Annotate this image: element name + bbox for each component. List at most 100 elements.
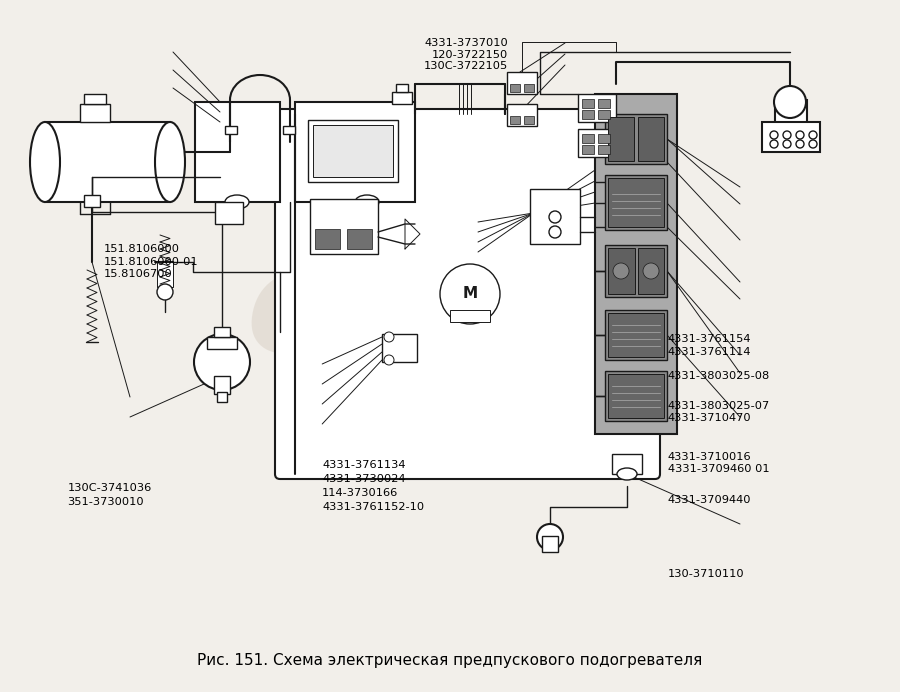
Text: 151.8106000-01: 151.8106000-01 [104, 257, 198, 266]
Bar [598, 110, 610, 119]
Text: 4331-3737010: 4331-3737010 [425, 38, 508, 48]
Ellipse shape [355, 195, 379, 209]
Text: 4331-3761134: 4331-3761134 [322, 460, 406, 470]
FancyBboxPatch shape [275, 109, 660, 479]
Circle shape [390, 277, 450, 337]
Circle shape [809, 140, 817, 148]
Text: 4331-3730024: 4331-3730024 [322, 474, 406, 484]
Text: Рис. 151. Схема электрическая предпускового подогревателя: Рис. 151. Схема электрическая предпусков… [197, 653, 703, 668]
Bar [608, 117, 634, 161]
Circle shape [549, 226, 561, 238]
Bar [524, 84, 534, 92]
Bar [582, 134, 594, 143]
Circle shape [537, 524, 563, 550]
Text: 4331-3709460 01: 4331-3709460 01 [668, 464, 770, 474]
Bar [347, 229, 372, 249]
Bar [382, 334, 417, 362]
Text: 4331-3761114: 4331-3761114 [668, 347, 751, 356]
Circle shape [796, 140, 804, 148]
Circle shape [783, 131, 791, 139]
Bar [45, 122, 170, 202]
Bar [84, 94, 106, 104]
Bar [507, 104, 537, 126]
Bar [605, 310, 667, 360]
Circle shape [770, 140, 778, 148]
Bar [157, 262, 173, 287]
Bar [605, 371, 667, 421]
Bar [582, 110, 594, 119]
Bar [295, 102, 415, 202]
Bar [214, 376, 230, 394]
Text: 151.8106000: 151.8106000 [104, 244, 179, 254]
Circle shape [613, 263, 629, 279]
Bar [450, 310, 490, 322]
Bar [217, 392, 227, 402]
Bar [207, 337, 237, 349]
Bar [638, 117, 664, 161]
Bar [313, 125, 393, 177]
Bar [612, 454, 642, 474]
Circle shape [194, 334, 250, 390]
Circle shape [774, 86, 806, 118]
Text: 130С-3722105: 130С-3722105 [424, 62, 508, 71]
Bar [396, 84, 408, 92]
Bar [392, 92, 412, 104]
Circle shape [783, 140, 791, 148]
Text: 4331-3710470: 4331-3710470 [668, 413, 751, 423]
Bar [510, 116, 520, 124]
Bar [608, 248, 635, 294]
Bar [542, 536, 558, 552]
Bar [308, 120, 398, 182]
Bar [315, 229, 340, 249]
Circle shape [770, 131, 778, 139]
Circle shape [549, 211, 561, 223]
Bar [578, 129, 616, 157]
Circle shape [796, 131, 804, 139]
Bar [605, 114, 667, 164]
Bar [530, 189, 580, 244]
Bar [195, 102, 280, 202]
Text: 120-3722150: 120-3722150 [432, 50, 508, 60]
Bar [605, 175, 667, 230]
Bar [283, 126, 295, 134]
Circle shape [157, 284, 173, 300]
Bar [598, 145, 610, 154]
Ellipse shape [155, 122, 185, 202]
Bar [608, 374, 664, 418]
Text: 4331-3761152-10: 4331-3761152-10 [322, 502, 424, 511]
Circle shape [809, 131, 817, 139]
Circle shape [384, 332, 394, 342]
Bar [200, 349, 244, 377]
Bar [578, 94, 616, 122]
Ellipse shape [617, 468, 637, 480]
Bar [84, 195, 100, 207]
Text: 4331-3803025-07: 4331-3803025-07 [668, 401, 770, 410]
Bar [598, 99, 610, 108]
Bar [215, 202, 243, 224]
Ellipse shape [30, 122, 60, 202]
Text: 4331-3710016: 4331-3710016 [668, 452, 751, 462]
Text: 130-3710110: 130-3710110 [668, 570, 744, 579]
Text: 4331-3709440: 4331-3709440 [668, 495, 751, 504]
Text: 130С-3741036: 130С-3741036 [68, 483, 152, 493]
Bar [598, 134, 610, 143]
Bar [608, 178, 664, 227]
Text: 351-3730010: 351-3730010 [68, 497, 144, 507]
Text: 114-3730166: 114-3730166 [322, 488, 399, 498]
Text: 4331-3761154: 4331-3761154 [668, 334, 751, 344]
Text: 15.8106700: 15.8106700 [104, 269, 172, 279]
Text: M: M [463, 286, 478, 302]
Bar [775, 100, 807, 124]
Bar [638, 248, 664, 294]
Bar [608, 313, 664, 357]
Circle shape [643, 263, 659, 279]
Bar [510, 84, 520, 92]
Text: OPEN: OPEN [247, 268, 613, 376]
Circle shape [384, 355, 394, 365]
Bar [507, 72, 537, 94]
Bar [582, 145, 594, 154]
Bar [225, 126, 237, 134]
Circle shape [440, 264, 500, 324]
Bar [582, 99, 594, 108]
Bar [80, 104, 110, 122]
